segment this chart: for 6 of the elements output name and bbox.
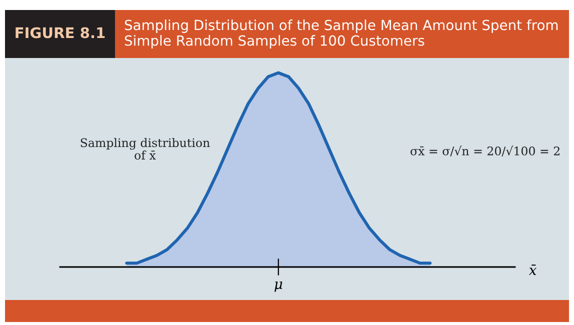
annotation: Sampling distribution of x̄ <box>80 138 210 160</box>
chart-subtitle: Sampling Distribution of the Sample Mean Amount Spent from Simple Random Samples of 100 Customers <box>124 20 558 48</box>
text: μ <box>274 282 282 292</box>
annotation: σx̄ = σ/√n = 20/√100 = 2 <box>410 146 560 156</box>
chart-title: FIGURE 8.1 <box>16 27 105 38</box>
text: x̄ <box>528 264 537 275</box>
